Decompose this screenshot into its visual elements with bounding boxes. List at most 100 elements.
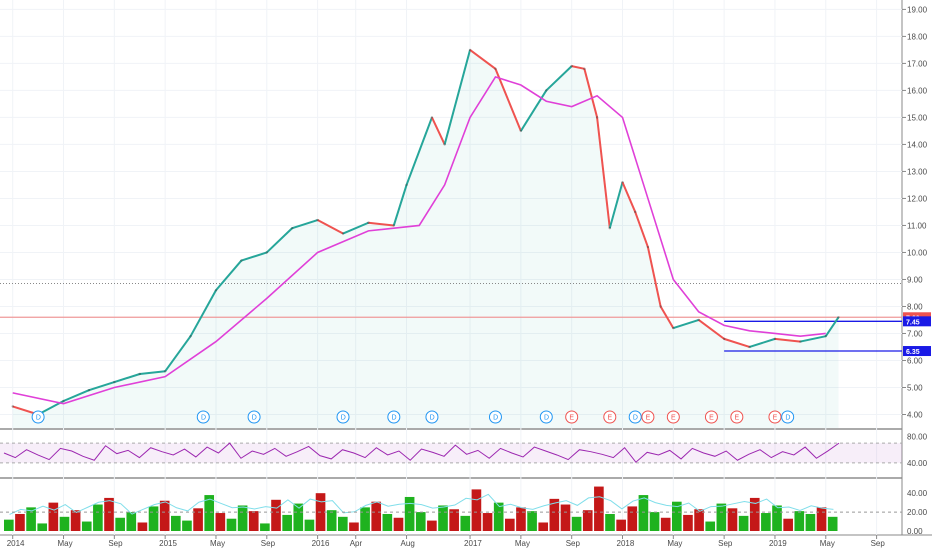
price-point	[113, 380, 116, 384]
volume-bar	[360, 507, 370, 531]
price-point	[799, 340, 802, 343]
volume-bar	[738, 515, 749, 531]
price-segment	[659, 305, 675, 329]
event-marker	[768, 410, 782, 424]
volume-bar	[438, 505, 448, 531]
x-tick-label: 2015	[159, 539, 177, 548]
volume-bar	[326, 510, 337, 531]
price-point	[468, 48, 472, 52]
price-segment	[63, 389, 90, 402]
price-point	[341, 232, 345, 235]
rsi-band	[0, 443, 902, 463]
price-segment	[342, 221, 369, 235]
volume-bar	[237, 505, 248, 531]
volume-bar	[182, 520, 192, 531]
price-point	[646, 245, 650, 249]
volume-bar	[349, 522, 359, 531]
price-point	[443, 143, 446, 146]
price-segment	[545, 65, 573, 92]
volume-bar	[215, 513, 226, 531]
x-tick-label: 2014	[7, 539, 25, 548]
price-point	[659, 305, 662, 308]
y-tick-label: 5.00	[907, 383, 923, 392]
price-segment	[368, 221, 394, 227]
y-tick-label: 13.00	[907, 167, 928, 176]
moving-average-line	[12, 75, 826, 405]
volume-bar	[393, 517, 404, 531]
price-segment	[405, 117, 433, 186]
price-segment	[571, 65, 585, 70]
volume-bar	[827, 516, 838, 531]
volume-bar	[449, 509, 459, 531]
x-tick-label: May	[820, 539, 835, 548]
volume-bar	[749, 497, 760, 531]
y-tick-label: 9.00	[907, 275, 923, 284]
volume-bar	[816, 507, 827, 531]
price-point	[595, 116, 599, 119]
x-tick-label: Sep	[871, 539, 886, 548]
volume-bar	[4, 519, 14, 531]
event-marker	[730, 410, 744, 424]
price-point	[163, 370, 167, 373]
y-tick-label: 17.00	[907, 59, 928, 68]
price-label: 7.45	[906, 319, 920, 326]
volume-bar	[471, 489, 482, 531]
event-marker	[387, 410, 401, 424]
price-segment	[520, 89, 548, 132]
volume-bar	[137, 522, 148, 531]
rsi-line	[3, 442, 840, 463]
price-segment	[673, 319, 700, 330]
volume-bar	[37, 523, 48, 531]
x-tick-label: 2019	[769, 539, 787, 548]
event-label: D	[430, 415, 435, 422]
rsi-tick-label: 80.00	[907, 433, 928, 442]
event-marker	[539, 410, 553, 424]
price-segment	[164, 335, 192, 372]
price-segment	[494, 68, 522, 132]
price-segment	[469, 49, 497, 70]
x-tick-label: Aug	[401, 539, 415, 548]
y-tick-label: 14.00	[907, 140, 928, 149]
volume-bar	[660, 517, 671, 531]
x-tick-label: May	[667, 539, 682, 548]
x-tick-label: 2017	[464, 539, 482, 548]
price-segment	[608, 181, 624, 229]
y-tick-label: 16.00	[907, 86, 928, 95]
price-segment	[241, 251, 268, 262]
volume-bar	[271, 499, 281, 531]
price-point	[405, 183, 408, 187]
price-point	[265, 251, 268, 254]
price-point	[240, 259, 243, 262]
price-point	[316, 218, 319, 222]
volume-bar	[594, 486, 604, 531]
event-label: D	[633, 415, 638, 422]
event-marker	[603, 410, 617, 424]
x-tick-label: Sep	[718, 539, 733, 548]
event-marker	[666, 410, 680, 424]
volume-bar	[338, 516, 348, 531]
price-point	[214, 289, 218, 292]
volume-bar	[371, 501, 382, 531]
rsi-tick-label: 40.00	[907, 459, 928, 468]
price-point	[837, 316, 840, 319]
price-segment	[774, 337, 801, 343]
volume-bar	[59, 516, 70, 531]
volume-bar	[148, 506, 159, 531]
volume-bar	[260, 523, 270, 531]
price-point	[87, 388, 91, 392]
event-label: E	[735, 415, 740, 422]
x-tick-label: Sep	[108, 539, 123, 548]
volume-bar	[304, 519, 315, 531]
volume-bar	[783, 518, 793, 531]
volume-bar	[605, 513, 615, 531]
event-label: D	[201, 415, 206, 422]
volume-bar	[293, 503, 304, 531]
price-segment	[583, 68, 599, 118]
y-tick-label: 11.00	[907, 221, 927, 230]
price-label-bg	[903, 316, 931, 327]
price-segment	[431, 117, 446, 145]
price-segment	[88, 381, 115, 392]
volume-bar	[549, 498, 560, 531]
